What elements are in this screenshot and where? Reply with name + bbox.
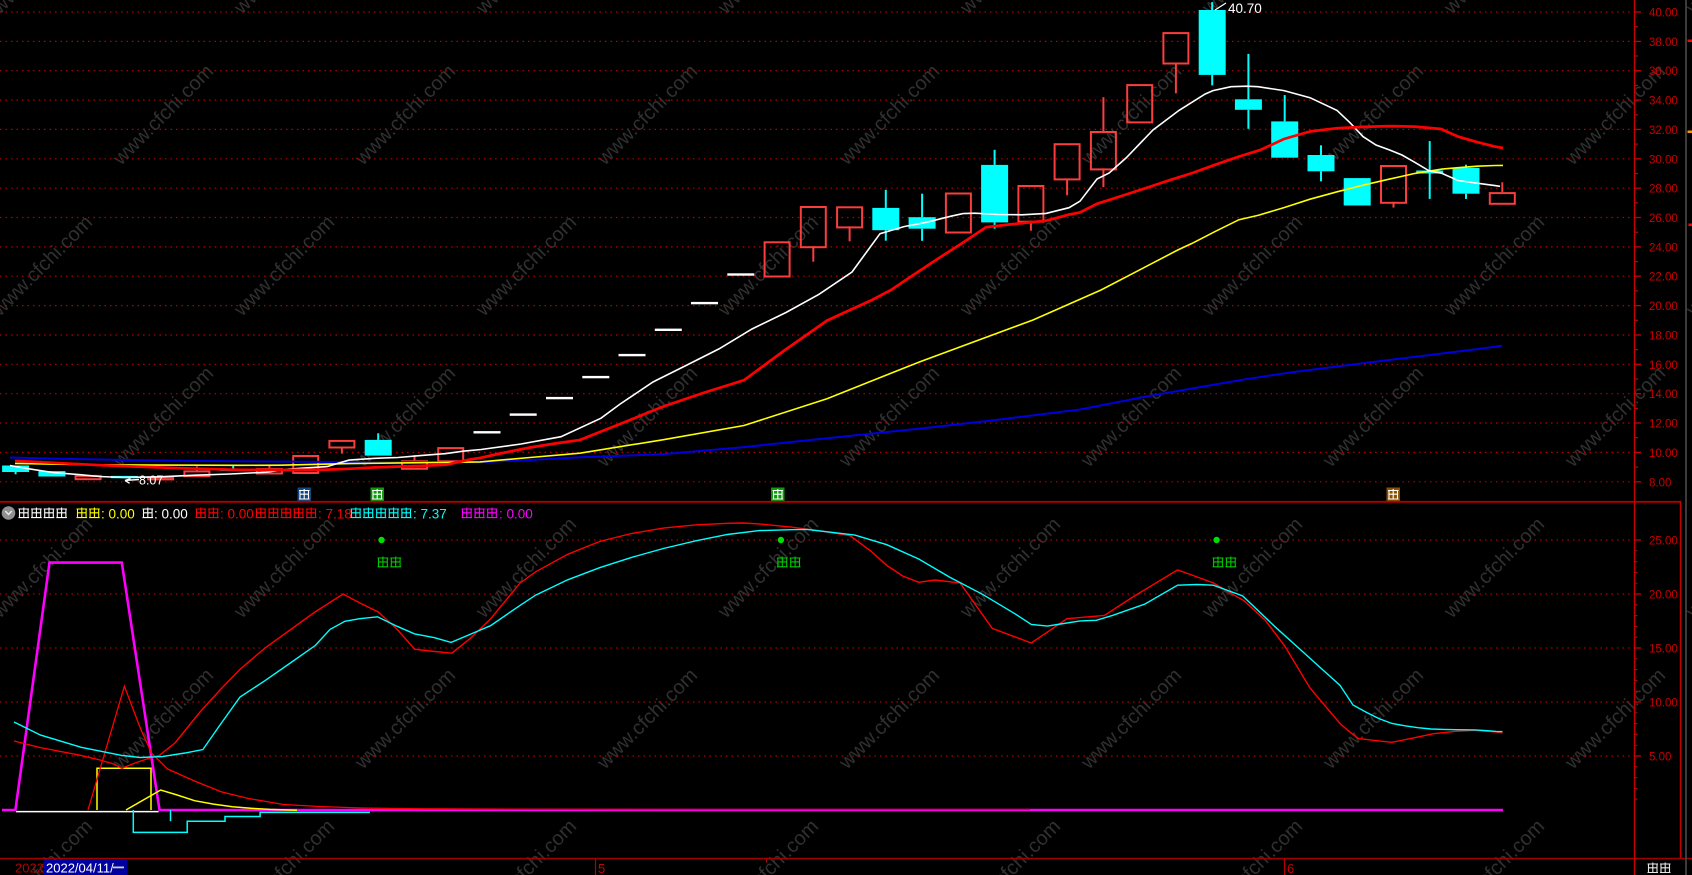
- svg-text:40.00: 40.00: [1649, 8, 1678, 20]
- svg-text:16.00: 16.00: [1649, 360, 1678, 372]
- svg-text:www.cfchi.com: www.cfchi.com: [471, 513, 581, 623]
- svg-text:6: 6: [1287, 861, 1294, 875]
- svg-text:: 0.00: : 0.00: [220, 507, 254, 522]
- svg-text:www.cfchi.com: www.cfchi.com: [350, 362, 460, 472]
- svg-text:8.07: 8.07: [139, 474, 163, 488]
- svg-text:www.cfchi.com: www.cfchi.com: [955, 815, 1065, 875]
- svg-text:2022/04/11/: 2022/04/11/: [46, 861, 114, 875]
- svg-text:www.cfchi.com: www.cfchi.com: [229, 211, 339, 321]
- svg-text:: 7.18: : 7.18: [318, 507, 352, 522]
- svg-text:26.00: 26.00: [1649, 213, 1678, 225]
- svg-text:www.cfchi.com: www.cfchi.com: [1197, 513, 1307, 623]
- svg-text:28.00: 28.00: [1649, 184, 1678, 196]
- svg-text:5.00: 5.00: [1649, 752, 1671, 764]
- svg-text:www.cfchi.com: www.cfchi.com: [471, 815, 581, 875]
- svg-text:www.cfchi.com: www.cfchi.com: [350, 60, 460, 170]
- svg-text:www.cfchi.com: www.cfchi.com: [229, 0, 339, 19]
- svg-text:www.cfchi.com: www.cfchi.com: [1439, 513, 1549, 623]
- svg-text:12.00: 12.00: [1649, 419, 1678, 431]
- svg-text:18.00: 18.00: [1649, 331, 1678, 343]
- svg-text:www.cfchi.com: www.cfchi.com: [1318, 362, 1428, 472]
- svg-text:24.00: 24.00: [1649, 242, 1678, 254]
- svg-text:www.cfchi.com: www.cfchi.com: [0, 211, 97, 321]
- svg-text:30.00: 30.00: [1649, 154, 1678, 166]
- svg-text:www.cfchi.com: www.cfchi.com: [713, 815, 823, 875]
- svg-text:2022: 2022: [15, 861, 44, 875]
- svg-text:www.cfchi.com: www.cfchi.com: [1076, 362, 1186, 472]
- svg-text:20.00: 20.00: [1649, 590, 1678, 602]
- svg-text:www.cfchi.com: www.cfchi.com: [1318, 60, 1428, 170]
- svg-text:: 0.00: : 0.00: [101, 507, 135, 522]
- svg-text:: 7.37: : 7.37: [413, 507, 447, 522]
- svg-text:www.cfchi.com: www.cfchi.com: [108, 664, 218, 774]
- svg-text:36.00: 36.00: [1649, 66, 1678, 78]
- svg-text:www.cfchi.com: www.cfchi.com: [0, 0, 97, 19]
- svg-text:10.00: 10.00: [1649, 698, 1678, 710]
- svg-text:8.00: 8.00: [1649, 477, 1671, 489]
- svg-text:www.cfchi.com: www.cfchi.com: [713, 211, 823, 321]
- svg-text:: 0.00: : 0.00: [154, 507, 188, 522]
- svg-text:38.00: 38.00: [1649, 37, 1678, 49]
- svg-text:www.cfchi.com: www.cfchi.com: [1439, 211, 1549, 321]
- svg-text:www.cfchi.com: www.cfchi.com: [1439, 0, 1549, 19]
- svg-text:www.cfchi.com: www.cfchi.com: [1439, 815, 1549, 875]
- svg-text:5: 5: [598, 861, 605, 875]
- svg-text:14.00: 14.00: [1649, 389, 1678, 401]
- svg-text:www.cfchi.com: www.cfchi.com: [108, 60, 218, 170]
- svg-text:15.00: 15.00: [1649, 644, 1678, 656]
- svg-text:25.00: 25.00: [1649, 536, 1678, 548]
- svg-text:20.00: 20.00: [1649, 301, 1678, 313]
- svg-text:www.cfchi.com: www.cfchi.com: [592, 664, 702, 774]
- svg-text:www.cfchi.com: www.cfchi.com: [350, 664, 460, 774]
- svg-text:32.00: 32.00: [1649, 125, 1678, 137]
- svg-text:www.cfchi.com: www.cfchi.com: [108, 362, 218, 472]
- svg-text:34.00: 34.00: [1649, 96, 1678, 108]
- svg-text:10.00: 10.00: [1649, 448, 1678, 460]
- svg-text:www.cfchi.com: www.cfchi.com: [592, 60, 702, 170]
- svg-text:www.cfchi.com: www.cfchi.com: [1076, 664, 1186, 774]
- svg-text:www.cfchi.com: www.cfchi.com: [713, 0, 823, 19]
- svg-text:40.70: 40.70: [1228, 1, 1262, 16]
- svg-text:www.cfchi.com: www.cfchi.com: [471, 211, 581, 321]
- svg-text:: 0.00: : 0.00: [499, 507, 533, 522]
- svg-text:www.cfchi.com: www.cfchi.com: [955, 0, 1065, 19]
- svg-text:www.cfchi.com: www.cfchi.com: [834, 60, 944, 170]
- svg-text:www.cfchi.com: www.cfchi.com: [834, 664, 944, 774]
- svg-text:www.cfchi.com: www.cfchi.com: [229, 815, 339, 875]
- svg-text:www.cfchi.com: www.cfchi.com: [471, 0, 581, 19]
- svg-text:www.cfchi.com: www.cfchi.com: [955, 513, 1065, 623]
- svg-text:www.cfchi.com: www.cfchi.com: [1197, 211, 1307, 321]
- svg-text:22.00: 22.00: [1649, 272, 1678, 284]
- svg-text:www.cfchi.com: www.cfchi.com: [834, 362, 944, 472]
